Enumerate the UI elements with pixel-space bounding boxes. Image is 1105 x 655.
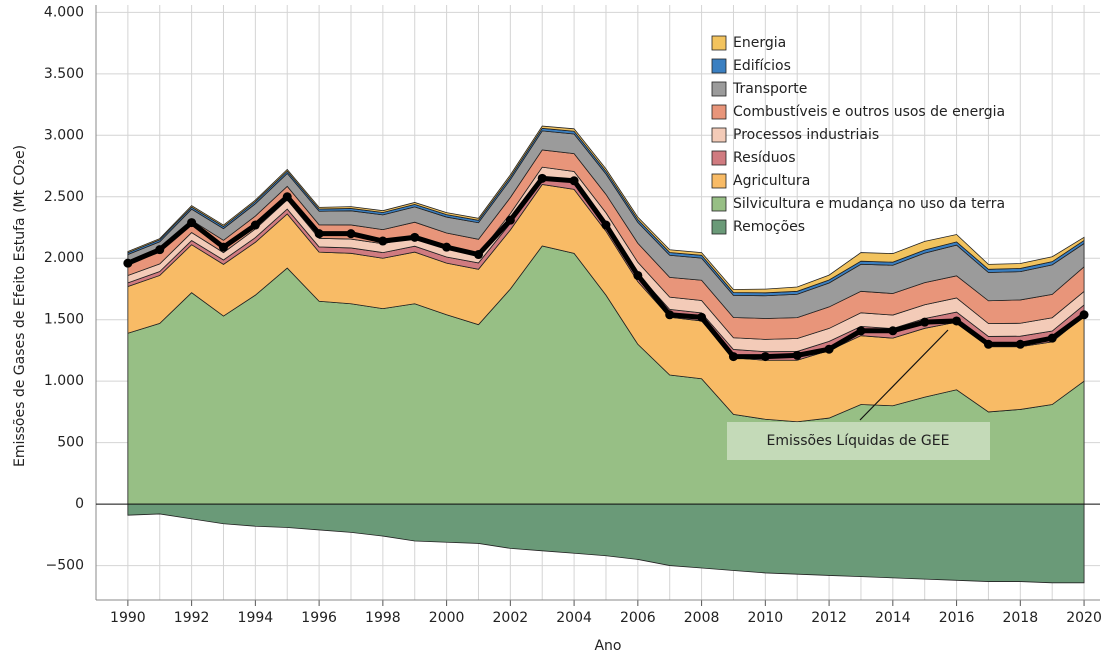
- x-tick-label: 1998: [365, 610, 401, 626]
- y-tick-label: 2.000: [44, 250, 84, 266]
- net-point: [760, 352, 770, 362]
- x-tick-label: 2010: [748, 610, 784, 626]
- y-tick-label: 4.000: [44, 4, 84, 20]
- y-tick-label: 0: [75, 496, 84, 512]
- x-tick-label: 2020: [1066, 610, 1102, 626]
- x-tick-label: 1996: [301, 610, 337, 626]
- x-axis-label: Ano: [594, 638, 621, 654]
- net-point: [601, 220, 611, 230]
- x-tick-label: 2000: [429, 610, 465, 626]
- net-point: [537, 173, 547, 183]
- x-tick-label: 1994: [238, 610, 274, 626]
- legend-swatch: [711, 127, 727, 143]
- net-point: [888, 326, 898, 336]
- net-point: [952, 316, 962, 326]
- legend-swatch: [711, 35, 727, 51]
- net-point: [1015, 339, 1025, 349]
- legend-label: Transporte: [732, 81, 807, 97]
- net-point: [410, 232, 420, 242]
- legend-label: Energia: [733, 35, 786, 51]
- legend-swatch: [711, 104, 727, 120]
- legend-label: Resíduos: [733, 150, 796, 166]
- y-tick-label: 1.000: [44, 373, 84, 389]
- net-point: [250, 220, 260, 230]
- x-tick-label: 2002: [493, 610, 529, 626]
- legend-label: Combustíveis e outros usos de energia: [733, 104, 1005, 120]
- net-point: [983, 339, 993, 349]
- net-point: [569, 176, 579, 186]
- y-tick-label: −500: [46, 558, 84, 574]
- x-tick-label: 2006: [620, 610, 656, 626]
- net-point: [282, 192, 292, 202]
- net-point: [665, 310, 675, 320]
- net-point: [920, 317, 930, 327]
- net-point: [728, 352, 738, 362]
- net-point: [187, 218, 197, 228]
- net-point: [473, 250, 483, 260]
- net-point: [155, 245, 165, 255]
- net-point: [505, 215, 515, 225]
- legend-label: Agricultura: [733, 173, 810, 189]
- overlay: Emissões Líquidas de GEE Energia Edifícios…: [96, 35, 1100, 505]
- net-point: [824, 344, 834, 354]
- area: [127, 125, 1085, 294]
- x-tick-label: 2012: [811, 610, 847, 626]
- x-tick-label: 1990: [110, 610, 146, 626]
- annotation-box: [727, 422, 990, 460]
- net-point: [697, 312, 707, 322]
- net-point: [346, 229, 356, 239]
- x-tick-label: 1992: [174, 610, 210, 626]
- legend-swatch: [711, 81, 727, 97]
- y-tick-label: 1.500: [44, 312, 84, 328]
- legend-label: Edifícios: [733, 58, 791, 74]
- legend-swatch: [711, 219, 727, 235]
- net-point: [218, 242, 228, 252]
- legend-swatch: [711, 58, 727, 74]
- net-point: [314, 229, 324, 239]
- net-point: [856, 326, 866, 336]
- x-tick-label: 2004: [556, 610, 592, 626]
- net-point: [633, 270, 643, 280]
- net-point: [123, 258, 133, 268]
- legend-swatch: [711, 173, 727, 189]
- legend-label: Processos industriais: [733, 127, 879, 143]
- net-point: [442, 242, 452, 252]
- x-tick-label: 2014: [875, 610, 911, 626]
- net-point: [792, 350, 802, 360]
- y-tick-label: 2.500: [44, 189, 84, 205]
- annotation: Emissões Líquidas de GEE: [767, 433, 950, 449]
- y-tick-label: 3.000: [44, 127, 84, 143]
- legend-swatch: [711, 150, 727, 166]
- legend-label: Remoções: [733, 219, 805, 235]
- x-tick-label: 2016: [939, 610, 975, 626]
- y-axis-label: Emissões de Gases de Efeito Estufa (Mt C…: [12, 145, 28, 467]
- x-tick-label: 2008: [684, 610, 720, 626]
- legend-swatch: [711, 196, 727, 212]
- y-tick-label: 3.500: [44, 66, 84, 82]
- net-point: [378, 236, 388, 246]
- areas: [127, 125, 1085, 584]
- net-point: [1079, 310, 1089, 320]
- y-tick-label: 500: [57, 435, 84, 451]
- x-tick-label: 2018: [1002, 610, 1038, 626]
- net-point: [1047, 333, 1057, 343]
- annotation-arrow: [859, 329, 949, 421]
- legend-label: Silvicultura e mudança no uso da terra: [733, 196, 1005, 212]
